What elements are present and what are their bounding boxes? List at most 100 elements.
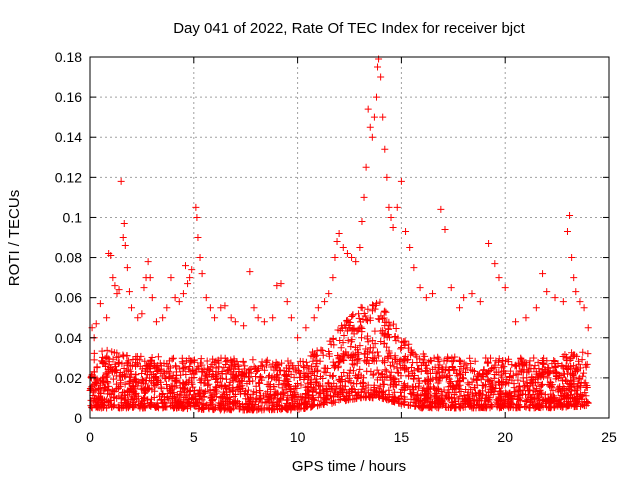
data-point bbox=[158, 396, 166, 404]
data-point bbox=[267, 395, 275, 403]
data-point bbox=[300, 375, 308, 383]
data-point bbox=[120, 219, 128, 227]
data-point bbox=[96, 300, 104, 308]
data-point bbox=[294, 334, 302, 342]
data-point bbox=[290, 373, 298, 381]
data-point bbox=[258, 399, 266, 407]
data-point bbox=[578, 356, 586, 364]
x-tick-label: 15 bbox=[394, 429, 410, 445]
data-point bbox=[234, 378, 242, 386]
data-point bbox=[281, 370, 289, 378]
data-point bbox=[146, 364, 154, 372]
data-point bbox=[227, 356, 235, 364]
data-point bbox=[495, 404, 503, 412]
data-point bbox=[405, 368, 413, 376]
data-point bbox=[127, 370, 135, 378]
data-point bbox=[477, 375, 485, 383]
data-point bbox=[575, 360, 583, 368]
data-point bbox=[514, 403, 522, 411]
data-point bbox=[133, 395, 141, 403]
data-point bbox=[363, 367, 371, 375]
data-point bbox=[339, 356, 347, 364]
data-point bbox=[178, 358, 186, 366]
data-point bbox=[440, 357, 448, 365]
data-point bbox=[394, 334, 402, 342]
x-axis-label: GPS time / hours bbox=[292, 458, 406, 475]
data-point bbox=[263, 380, 271, 388]
data-point bbox=[352, 258, 360, 266]
data-point bbox=[101, 401, 109, 409]
data-point bbox=[437, 205, 445, 213]
data-point bbox=[401, 383, 409, 391]
data-point bbox=[229, 400, 237, 408]
data-point bbox=[499, 401, 507, 409]
data-point bbox=[539, 403, 547, 411]
data-point bbox=[208, 400, 216, 408]
data-point bbox=[377, 337, 385, 345]
data-point bbox=[517, 355, 525, 363]
data-point bbox=[504, 402, 512, 410]
data-point bbox=[113, 290, 121, 298]
data-point bbox=[344, 336, 352, 344]
data-point bbox=[129, 403, 137, 411]
data-point bbox=[568, 381, 576, 389]
data-point bbox=[436, 401, 444, 409]
data-point bbox=[216, 393, 224, 401]
data-point bbox=[389, 397, 397, 405]
data-point bbox=[95, 384, 103, 392]
data-point bbox=[129, 389, 137, 397]
data-point bbox=[468, 390, 476, 398]
data-point bbox=[514, 391, 522, 399]
data-point bbox=[191, 399, 199, 407]
data-point bbox=[136, 356, 144, 364]
data-point bbox=[134, 392, 142, 400]
data-point bbox=[153, 379, 161, 387]
data-point bbox=[224, 367, 232, 375]
data-point bbox=[99, 359, 107, 367]
data-point bbox=[391, 375, 399, 383]
data-point bbox=[119, 234, 127, 241]
data-point bbox=[329, 372, 337, 380]
data-point bbox=[447, 284, 455, 292]
data-point bbox=[561, 351, 569, 359]
data-point bbox=[287, 406, 295, 414]
data-point bbox=[492, 381, 500, 389]
data-point bbox=[353, 373, 361, 381]
data-point bbox=[364, 338, 372, 346]
data-point bbox=[524, 366, 532, 374]
data-point bbox=[461, 368, 469, 376]
data-point bbox=[485, 377, 493, 385]
data-point bbox=[126, 373, 134, 381]
data-point bbox=[244, 367, 252, 375]
data-point bbox=[138, 369, 146, 377]
data-point bbox=[495, 274, 503, 282]
data-point bbox=[479, 382, 487, 390]
data-point bbox=[444, 354, 452, 362]
data-point bbox=[424, 401, 432, 409]
data-point bbox=[452, 385, 460, 393]
data-point bbox=[337, 395, 345, 403]
data-point bbox=[274, 371, 282, 379]
data-point bbox=[333, 238, 341, 246]
data-point bbox=[360, 387, 368, 395]
data-point bbox=[475, 371, 483, 379]
data-point bbox=[186, 274, 194, 282]
data-point bbox=[411, 403, 419, 411]
data-point bbox=[519, 377, 527, 385]
data-point bbox=[531, 362, 539, 370]
data-point bbox=[300, 363, 308, 371]
data-point bbox=[320, 394, 328, 402]
data-point bbox=[257, 404, 265, 412]
data-point bbox=[235, 383, 243, 391]
data-point bbox=[413, 365, 421, 373]
data-point bbox=[196, 254, 204, 262]
data-point bbox=[264, 396, 272, 404]
data-point bbox=[140, 284, 148, 292]
data-point bbox=[151, 373, 159, 381]
data-point bbox=[579, 372, 587, 380]
data-point bbox=[212, 364, 220, 372]
data-point bbox=[148, 386, 156, 394]
data-point bbox=[407, 348, 415, 356]
data-point bbox=[397, 177, 405, 185]
data-point bbox=[281, 377, 289, 385]
